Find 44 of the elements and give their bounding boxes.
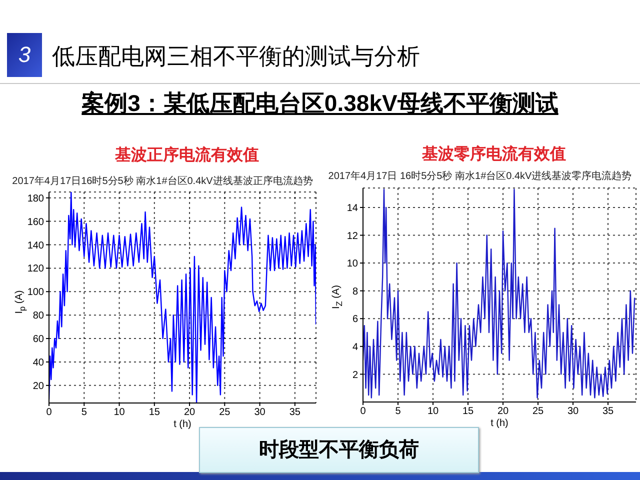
x-tick-label: 20	[184, 407, 196, 418]
x-tick-label: 10	[427, 406, 439, 418]
y-tick-label: 14	[346, 203, 358, 214]
y-tick-label: 8	[352, 286, 358, 298]
y-tick-label: 120	[27, 264, 44, 275]
y-tick-label: 60	[32, 334, 44, 346]
y-tick-label: 180	[27, 193, 44, 204]
text: 低压配电网三相不平衡的测试与分析	[52, 42, 420, 71]
line-series	[49, 192, 316, 403]
y-tick-label: 80	[32, 310, 44, 322]
y-tick-label: 160	[27, 216, 44, 228]
x-tick-label: 30	[254, 407, 266, 418]
x-tick-label: 35	[602, 406, 614, 418]
line-series	[363, 188, 636, 398]
chart-title: 基波零序电流有效值	[421, 145, 567, 165]
x-tick-label: 0	[46, 407, 52, 418]
caption-box: 时段型不平衡负荷	[199, 427, 479, 473]
y-tick-label: 6	[352, 314, 358, 326]
y-tick-label: 10	[346, 258, 358, 270]
x-tick-label: 15	[462, 406, 474, 418]
x-tick-label: 10	[114, 407, 126, 418]
y-tick-label: 12	[346, 230, 358, 242]
y-tick-label: 2	[352, 370, 358, 381]
y-tick-label: 40	[32, 358, 44, 369]
x-tick-label: 35	[289, 407, 301, 418]
y-tick-label: 20	[32, 380, 44, 392]
x-axis-title: t (h)	[490, 418, 508, 429]
x-tick-label: 0	[360, 406, 366, 418]
x-tick-label: 5	[81, 407, 88, 418]
chart-subtitle: 2017年4月17日 16时5分5秒 南水1#台区0.4kV进线基波零序电流趋势	[327, 170, 633, 184]
x-tick-label: 5	[395, 406, 402, 418]
x-tick-label: 15	[148, 407, 160, 418]
y-tick-label: 140	[27, 240, 44, 252]
x-tick-label: 20	[497, 406, 509, 418]
x-tick-label: 30	[567, 406, 579, 418]
chart-subtitle: 2017年4月17日16时5分5秒 南水1#台区0.4kV进线基波正序电流趋势	[11, 175, 314, 189]
x-axis-title: t (h)	[174, 419, 192, 430]
text: 案例3：某低压配电台区0.38kV母线不平衡测试	[82, 90, 558, 116]
x-tick-label: 25	[219, 407, 231, 418]
y-tick-label: 100	[27, 287, 44, 298]
chart-title: 基波正序电流有效值	[114, 146, 260, 166]
y-tick-label: 4	[352, 342, 358, 353]
x-tick-label: 25	[532, 406, 544, 418]
section-badge: 3	[7, 33, 42, 77]
